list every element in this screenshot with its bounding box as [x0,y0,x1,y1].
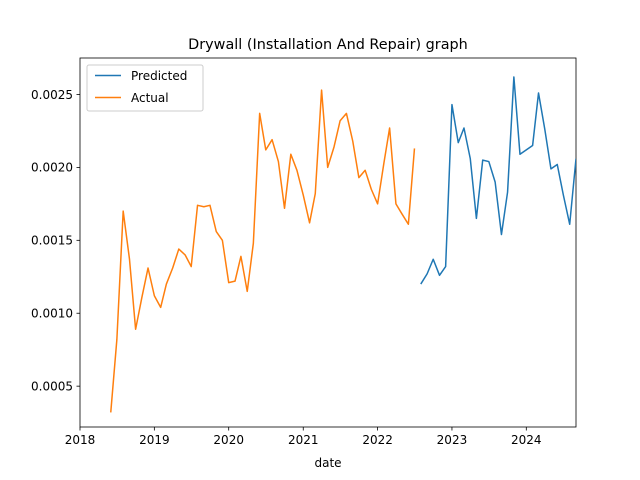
legend-label-predicted: Predicted [131,69,187,83]
y-axis: 0.0005 0.0010 0.0015 0.0020 0.0025 [31,88,80,393]
plot-area [79,57,577,428]
series-line-predicted [420,76,576,285]
x-tick-label: 2021 [288,433,319,447]
x-tick-label: 2022 [362,433,393,447]
chart-title: Drywall (Installation And Repair) graph [188,37,468,53]
x-tick-label: 2024 [511,433,542,447]
x-tick-label: 2023 [437,433,468,447]
y-tick-label: 0.0005 [31,379,73,393]
y-tick-label: 0.0015 [31,234,73,248]
y-tick-label: 0.0010 [31,307,73,321]
legend-label-actual: Actual [131,91,169,105]
plot-frame [79,57,577,428]
legend-box [86,64,204,112]
y-tick-label: 0.0020 [31,161,73,175]
x-tick-label: 2019 [139,433,170,447]
x-axis: 2018 2019 2020 2021 2022 2023 2024 [65,427,542,447]
y-tick-label: 0.0025 [31,88,73,102]
legend: Predicted Actual [86,64,204,112]
x-tick-label: 2018 [65,433,96,447]
series-layer [110,76,576,413]
x-tick-label: 2020 [213,433,244,447]
x-axis-label: date [314,456,341,470]
series-line-actual [110,89,416,413]
